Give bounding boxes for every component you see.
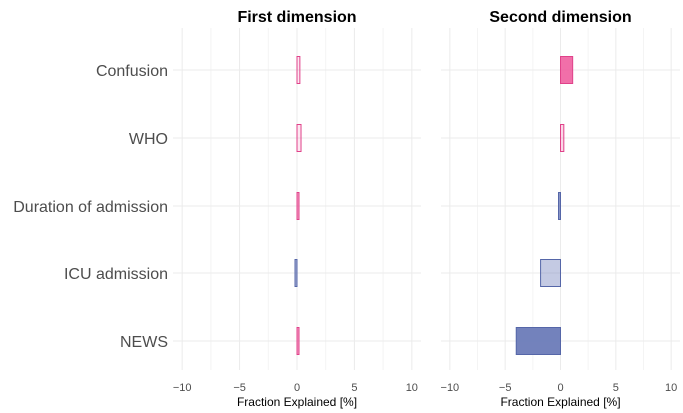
bar-who <box>296 124 302 152</box>
x-tick-label: 5 <box>351 382 357 394</box>
panel-title: Second dimension <box>489 9 631 26</box>
bar-news <box>515 327 561 355</box>
x-axis-title: Fraction Explained [%] <box>237 395 357 409</box>
bar-confusion <box>296 56 301 84</box>
category-label: NEWS <box>120 334 168 351</box>
bar-duration-of-admission <box>558 192 561 220</box>
x-axis-title: Fraction Explained [%] <box>500 395 620 409</box>
category-label: Confusion <box>96 63 168 80</box>
bar-confusion <box>560 56 574 84</box>
x-tick-label: −10 <box>173 382 192 394</box>
x-tick-label: 0 <box>557 382 563 394</box>
category-label: Duration of admission <box>13 199 168 216</box>
x-tick-label: −10 <box>441 382 460 394</box>
x-tick-label: 5 <box>613 382 619 394</box>
x-tick-label: −5 <box>499 382 512 394</box>
x-tick-label: 10 <box>665 382 677 394</box>
bar-icu-admission <box>294 259 298 287</box>
panel-title: First dimension <box>237 9 356 26</box>
bar-news <box>296 327 300 355</box>
category-label: WHO <box>129 131 168 148</box>
bar-who <box>560 124 565 152</box>
bar-duration-of-admission <box>296 192 300 220</box>
x-tick-label: −5 <box>233 382 246 394</box>
x-tick-label: 0 <box>294 382 300 394</box>
category-label: ICU admission <box>64 266 168 283</box>
x-tick-label: 10 <box>406 382 418 394</box>
bar-icu-admission <box>540 259 561 287</box>
